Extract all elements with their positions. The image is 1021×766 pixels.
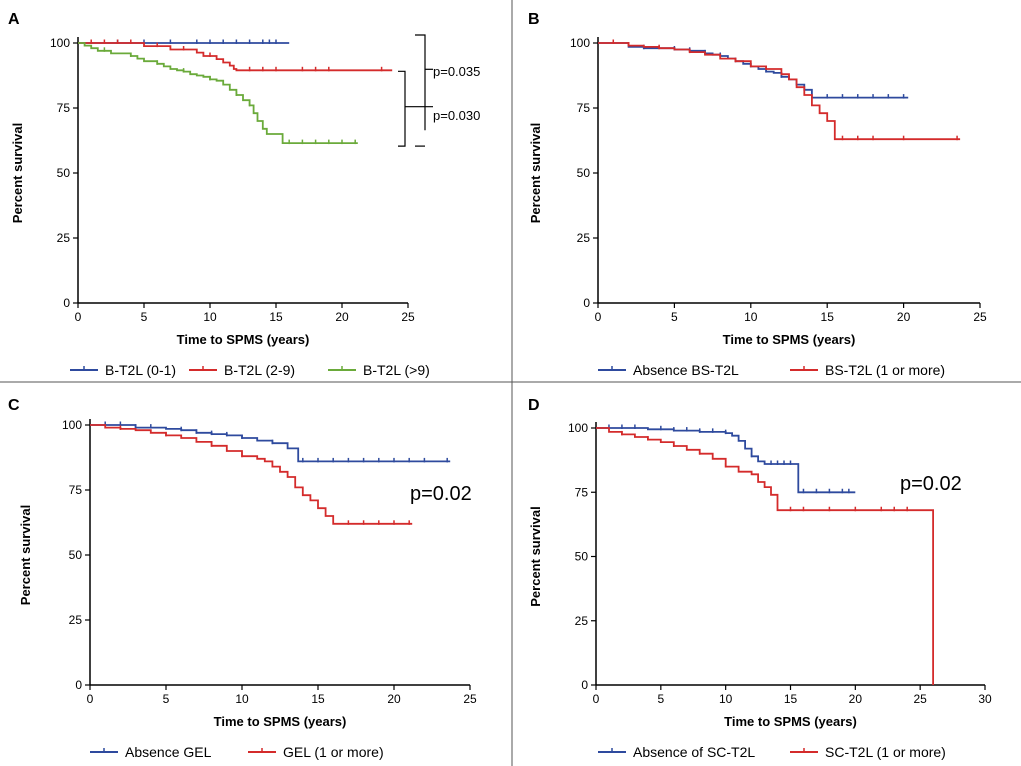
series-line-3 bbox=[78, 42, 358, 144]
series-line-2 bbox=[598, 42, 961, 141]
x-tick-label: 15 bbox=[311, 692, 325, 706]
x-tick-label: 15 bbox=[269, 310, 283, 324]
x-tick-label: 0 bbox=[87, 692, 94, 706]
y-tick-label: 0 bbox=[63, 296, 70, 310]
y-tick-label: 50 bbox=[575, 550, 589, 564]
legend-label: Absence GEL bbox=[125, 744, 212, 760]
x-tick-label: 25 bbox=[463, 692, 477, 706]
x-tick-label: 5 bbox=[671, 310, 678, 324]
x-tick-label: 30 bbox=[978, 692, 992, 706]
x-tick-label: 10 bbox=[203, 310, 217, 324]
x-axis-label: Time to SPMS (years) bbox=[723, 332, 856, 347]
y-tick-label: 100 bbox=[50, 36, 70, 50]
chart-panel-b: B 0 25 50 75 100 0 5 10 15 20 25 Percent survival Tim… bbox=[528, 11, 987, 378]
y-tick-label: 50 bbox=[69, 548, 83, 562]
legend-label: B-T2L (2-9) bbox=[224, 362, 295, 378]
legend-label: BS-T2L (1 or more) bbox=[825, 362, 945, 378]
y-axis-label: Percent survival bbox=[18, 505, 33, 605]
y-tick-label: 50 bbox=[57, 166, 71, 180]
x-tick-label: 10 bbox=[235, 692, 249, 706]
y-tick-label: 100 bbox=[570, 36, 590, 50]
p-value-annotation: p=0.02 bbox=[900, 473, 962, 495]
x-tick-label: 0 bbox=[75, 310, 82, 324]
x-tick-label: 25 bbox=[913, 692, 927, 706]
y-tick-label: 25 bbox=[577, 231, 591, 245]
y-axis-label: Percent survival bbox=[10, 123, 25, 223]
bracket-1 bbox=[415, 34, 426, 131]
panel-label: B bbox=[528, 11, 540, 28]
y-tick-label: 75 bbox=[69, 483, 83, 497]
y-axis-label: Percent survival bbox=[528, 506, 543, 606]
legend-label: B-T2L (0-1) bbox=[105, 362, 176, 378]
chart-panel-c: C 0 25 50 75 100 0 5 10 15 20 25 Percent survival Tim… bbox=[8, 397, 477, 760]
x-tick-label: 20 bbox=[897, 310, 911, 324]
x-tick-label: 25 bbox=[973, 310, 987, 324]
y-tick-label: 25 bbox=[69, 613, 83, 627]
x-tick-label: 25 bbox=[401, 310, 415, 324]
y-tick-label: 0 bbox=[581, 678, 588, 692]
y-tick-label: 0 bbox=[75, 678, 82, 692]
x-tick-label: 20 bbox=[849, 692, 863, 706]
series-line-2 bbox=[596, 427, 934, 685]
x-tick-label: 20 bbox=[387, 692, 401, 706]
chart-panel-a: A 0 25 50 75 100 0 5 10 15 20 25 Percent survival Tim… bbox=[8, 11, 480, 378]
x-tick-label: 5 bbox=[141, 310, 148, 324]
y-tick-label: 100 bbox=[62, 418, 82, 432]
legend-label: Absence BS-T2L bbox=[633, 362, 739, 378]
y-tick-label: 0 bbox=[583, 296, 590, 310]
p-value-annotation: p=0.035 bbox=[433, 64, 480, 79]
y-tick-label: 25 bbox=[575, 614, 589, 628]
p-value-annotation: p=0.02 bbox=[410, 483, 472, 505]
y-tick-label: 75 bbox=[57, 101, 71, 115]
p-value-annotation: p=0.030 bbox=[433, 108, 480, 123]
y-tick-label: 75 bbox=[575, 485, 589, 499]
y-tick-label: 25 bbox=[57, 231, 71, 245]
x-axis-label: Time to SPMS (years) bbox=[177, 332, 310, 347]
x-tick-label: 20 bbox=[335, 310, 349, 324]
x-tick-label: 10 bbox=[719, 692, 733, 706]
legend-label: GEL (1 or more) bbox=[283, 744, 384, 760]
x-tick-label: 0 bbox=[593, 692, 600, 706]
series-line-1 bbox=[598, 42, 909, 99]
y-axis-label: Percent survival bbox=[528, 123, 543, 223]
series-line-2 bbox=[78, 42, 393, 72]
x-tick-label: 5 bbox=[657, 692, 664, 706]
x-axis-label: Time to SPMS (years) bbox=[724, 714, 857, 729]
x-tick-label: 0 bbox=[595, 310, 602, 324]
legend-label: Absence of SC-T2L bbox=[633, 744, 755, 760]
x-tick-label: 15 bbox=[821, 310, 835, 324]
y-tick-label: 75 bbox=[577, 101, 591, 115]
chart-panel-d: D 0 25 50 75 100 0 5 10 15 20 25 30 Percent survival T… bbox=[528, 397, 992, 760]
panel-label: A bbox=[8, 11, 20, 28]
x-axis-label: Time to SPMS (years) bbox=[214, 714, 347, 729]
x-tick-label: 5 bbox=[163, 692, 170, 706]
x-tick-label: 15 bbox=[784, 692, 798, 706]
y-tick-label: 50 bbox=[577, 166, 591, 180]
legend-label: B-T2L (>9) bbox=[363, 362, 430, 378]
panel-label: C bbox=[8, 397, 20, 414]
legend-label: SC-T2L (1 or more) bbox=[825, 744, 946, 760]
series-line-2 bbox=[90, 424, 413, 525]
y-tick-label: 100 bbox=[568, 421, 588, 435]
x-tick-label: 10 bbox=[744, 310, 758, 324]
bracket-2 bbox=[398, 70, 406, 147]
panel-label: D bbox=[528, 397, 540, 414]
